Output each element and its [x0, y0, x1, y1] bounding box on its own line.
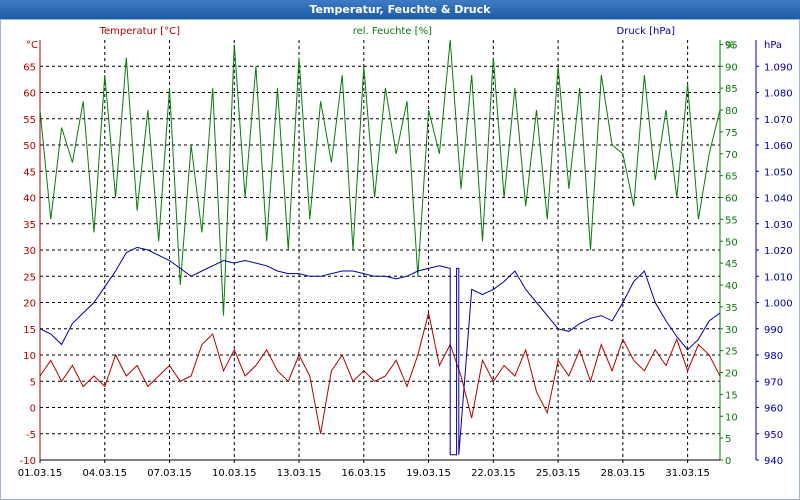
- temperature-tick-label: 20: [23, 299, 36, 310]
- temperature-series-line: [39, 312, 721, 434]
- humidity-tick-label: 15: [725, 390, 738, 401]
- temperature-unit-label: °C: [26, 40, 38, 51]
- humidity-tick-label: 10: [725, 412, 738, 423]
- pressure-tick-label: 970: [764, 377, 783, 388]
- x-tick-label: 10.03.15: [212, 468, 257, 479]
- pressure-tick-label: 960: [764, 404, 783, 415]
- humidity-tick-label: 20: [725, 369, 738, 380]
- x-tick-label: 22.03.15: [471, 468, 516, 479]
- humidity-tick-label: 45: [725, 259, 738, 270]
- temperature-tick-label: 60: [23, 89, 36, 100]
- temperature-tick-label: 40: [23, 194, 36, 205]
- temperature-tick-label: 25: [23, 272, 36, 283]
- pressure-unit-label: hPa: [764, 40, 782, 51]
- humidity-tick-label: 65: [725, 172, 738, 183]
- humidity-tick-label: 40: [725, 281, 738, 292]
- x-tick-label: 13.03.15: [277, 468, 322, 479]
- temperature-tick-label: 45: [23, 167, 36, 178]
- temperature-tick-label: 30: [23, 246, 36, 257]
- pressure-tick-label: 1.050: [764, 167, 793, 178]
- pressure-tick-label: 1.030: [764, 220, 793, 231]
- temperature-tick-label: 0: [30, 404, 36, 415]
- climate-chart: -10 -5 0 5 10 15 20 25 30 35 40 45 50 55 60 65 °C 0 5 10 15 2…: [18, 26, 793, 479]
- title-bar: Temperatur, Feuchte & Druck: [0, 0, 800, 20]
- pressure-tick-label: 1.080: [764, 89, 793, 100]
- humidity-series-label: rel. Feuchte [%]: [353, 26, 432, 37]
- x-tick-label: 16.03.15: [342, 468, 387, 479]
- x-tick-label: 19.03.15: [406, 468, 451, 479]
- temperature-tick-label: 5: [30, 377, 36, 388]
- temperature-series-label: Temperatur [°C]: [99, 26, 180, 37]
- x-tick-label: 28.03.15: [601, 468, 646, 479]
- x-tick-label: 04.03.15: [82, 468, 127, 479]
- pressure-tick-label: 1.070: [764, 115, 793, 126]
- humidity-tick-label: 70: [725, 150, 738, 161]
- humidity-tick-label: 25: [725, 347, 738, 358]
- x-tick-label: 07.03.15: [147, 468, 192, 479]
- pressure-tick-label: 1.090: [764, 62, 793, 73]
- x-tick-label: 01.03.15: [18, 468, 63, 479]
- pressure-tick-label: 990: [764, 325, 783, 336]
- humidity-tick-label: 85: [725, 84, 738, 95]
- x-tick-label: 31.03.15: [665, 468, 710, 479]
- humidity-tick-label: 90: [725, 62, 738, 73]
- pressure-tick-label: 1.010: [764, 272, 793, 283]
- humidity-tick-label: 80: [725, 106, 738, 117]
- x-tick-label: 25.03.15: [536, 468, 581, 479]
- humidity-tick-label: 75: [725, 128, 738, 139]
- humidity-series-line: [39, 39, 721, 316]
- humidity-tick-label: 0: [725, 456, 731, 467]
- humidity-tick-label: 5: [725, 434, 731, 445]
- pressure-tick-label: 1.000: [764, 299, 793, 310]
- temperature-tick-label: 65: [23, 62, 36, 73]
- temperature-tick-label: 15: [23, 325, 36, 336]
- humidity-tick-label: 55: [725, 215, 738, 226]
- window-title: Temperatur, Feuchte & Druck: [309, 3, 491, 16]
- temperature-tick-label: 55: [23, 115, 36, 126]
- humidity-tick-label: 50: [725, 237, 738, 248]
- humidity-tick-label: 30: [725, 325, 738, 336]
- pressure-tick-label: 1.060: [764, 141, 793, 152]
- temperature-tick-label: 35: [23, 220, 36, 231]
- pressure-tick-label: 980: [764, 351, 783, 362]
- humidity-tick-label: 95: [725, 40, 738, 51]
- temperature-tick-label: -10: [20, 456, 36, 467]
- pressure-tick-label: 950: [764, 430, 783, 441]
- pressure-tick-label: 940: [764, 456, 783, 467]
- humidity-tick-label: 60: [725, 194, 738, 205]
- pressure-tick-label: 1.020: [764, 246, 793, 257]
- pressure-series-label: Druck [hPa]: [617, 26, 676, 37]
- pressure-tick-label: 1.040: [764, 194, 793, 205]
- temperature-tick-label: 10: [23, 351, 36, 362]
- temperature-tick-label: 50: [23, 141, 36, 152]
- pressure-series-line: [39, 246, 721, 456]
- humidity-unit-label: %: [725, 40, 735, 51]
- temperature-tick-label: -5: [26, 430, 36, 441]
- humidity-tick-label: 35: [725, 303, 738, 314]
